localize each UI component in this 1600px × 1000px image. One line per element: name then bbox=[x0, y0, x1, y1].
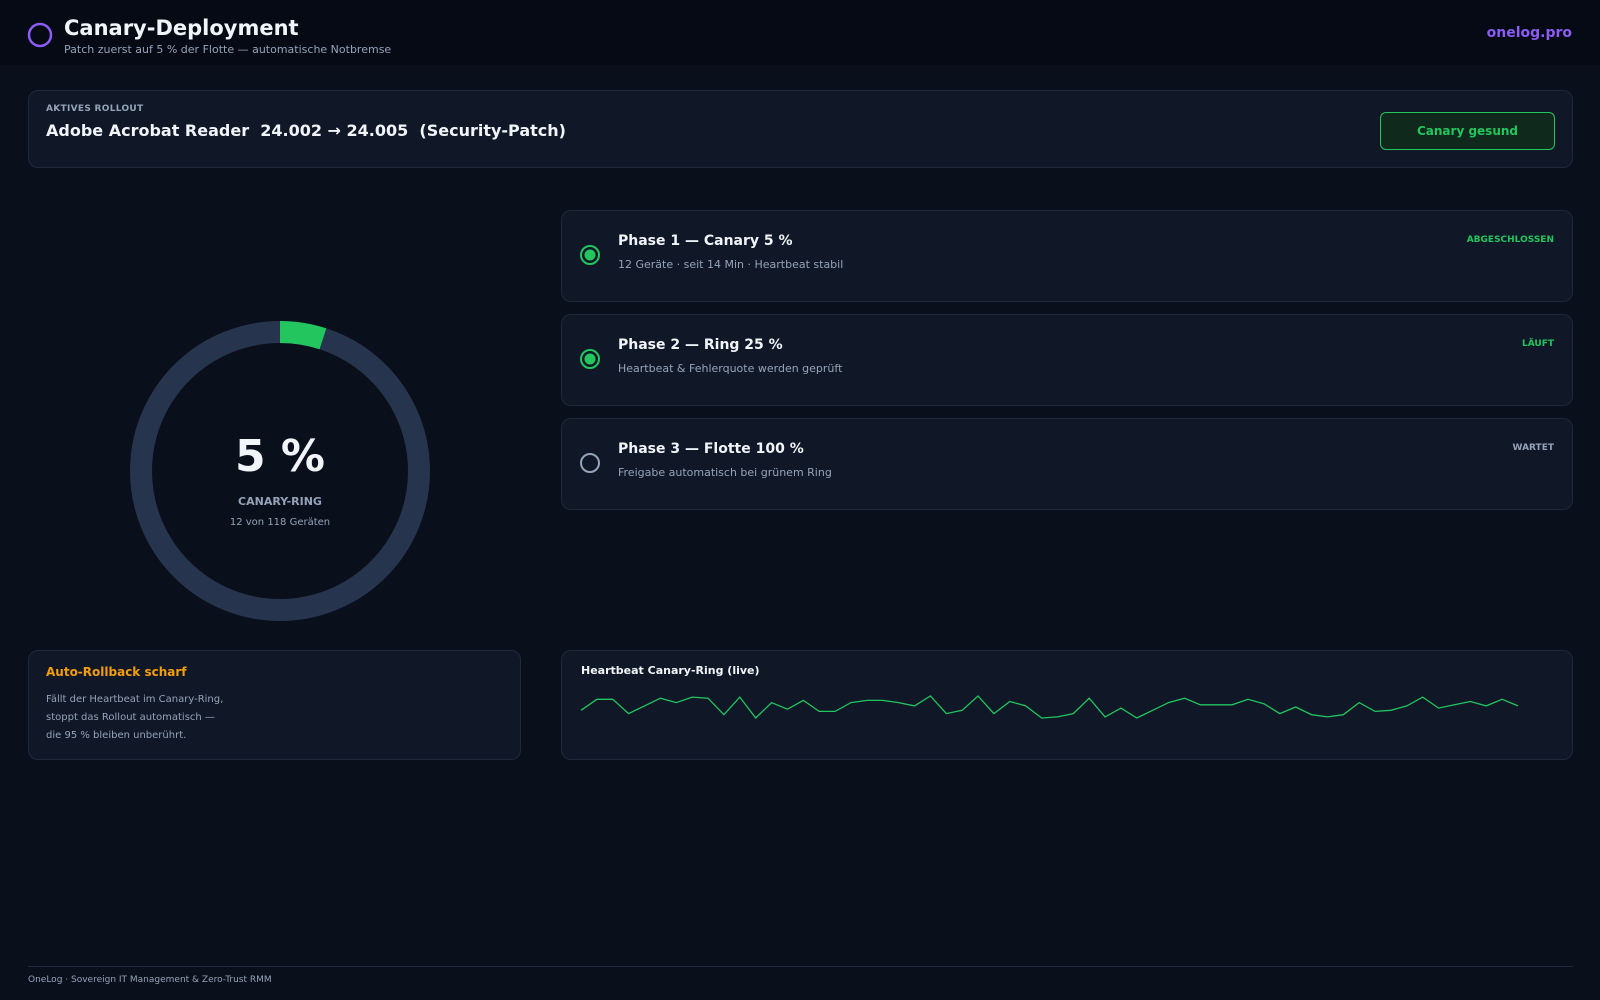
ring-arc bbox=[279, 321, 327, 350]
phase-detail: 12 Geräte · seit 14 Min · Heartbeat stab… bbox=[618, 258, 844, 271]
phase-detail: Heartbeat & Fehlerquote werden geprüft bbox=[618, 362, 843, 375]
page-title: Canary-Deployment bbox=[64, 16, 299, 40]
phase-title: Phase 1 — Canary 5 % bbox=[618, 233, 793, 249]
heartbeat-chart bbox=[580, 695, 1519, 719]
page-subtitle: Patch zuerst auf 5 % der Flotte — automa… bbox=[64, 43, 392, 56]
phase-status: WARTET bbox=[1512, 443, 1554, 453]
phase-status: LÄUFT bbox=[1521, 339, 1554, 349]
ring-chart: 5 % CANARY-RING 12 von 118 Geräten bbox=[130, 321, 430, 621]
rollback-line: stoppt das Rollout automatisch — bbox=[46, 712, 215, 723]
rollback-line: die 95 % bleiben unberührt. bbox=[46, 730, 187, 741]
footer: OneLog · Sovereign IT Management & Zero-… bbox=[28, 975, 272, 985]
rollout-card: AKTIVES ROLLOUT Adobe Acrobat Reader 24.… bbox=[28, 90, 1573, 168]
heartbeat-line bbox=[580, 695, 1519, 719]
phase-card: Phase 1 — Canary 5 % 12 Geräte · seit 14… bbox=[561, 210, 1573, 302]
rollback-card: Auto-Rollback scharf Fällt der Heartbeat… bbox=[28, 650, 521, 760]
rollback-text: Fällt der Heartbeat im Canary-Ring, stop… bbox=[46, 691, 223, 745]
phase-icon bbox=[580, 453, 600, 473]
ring-detail: 12 von 118 Geräten bbox=[230, 517, 330, 528]
status-button[interactable]: Canary gesund bbox=[1380, 112, 1555, 150]
rollback-line: Fällt der Heartbeat im Canary-Ring, bbox=[46, 694, 224, 705]
footer-divider bbox=[28, 966, 1573, 967]
rollout-title: Adobe Acrobat Reader 24.002 → 24.005 (Se… bbox=[46, 121, 566, 140]
logo bbox=[27, 22, 53, 48]
ring-value: 5 % bbox=[235, 431, 325, 482]
header: Canary-Deployment Patch zuerst auf 5 % d… bbox=[0, 0, 1600, 65]
phase-detail: Freigabe automatisch bei grünem Ring bbox=[618, 466, 832, 479]
phase-icon bbox=[580, 349, 600, 369]
heartbeat-card: Heartbeat Canary-Ring (live) bbox=[561, 650, 1573, 760]
phase-card: Phase 2 — Ring 25 % Heartbeat & Fehlerqu… bbox=[561, 314, 1573, 406]
phase-status: ABGESCHLOSSEN bbox=[1466, 235, 1554, 245]
heartbeat-title: Heartbeat Canary-Ring (live) bbox=[581, 664, 760, 677]
phase-card: Phase 3 — Flotte 100 % Freigabe automati… bbox=[561, 418, 1573, 510]
phase-title: Phase 3 — Flotte 100 % bbox=[618, 441, 804, 457]
brand-link[interactable]: onelog.pro bbox=[1486, 25, 1572, 41]
phase-icon bbox=[580, 245, 600, 265]
ring-label: CANARY-RING bbox=[238, 495, 322, 508]
rollout-label: AKTIVES ROLLOUT bbox=[46, 104, 144, 114]
rollback-title: Auto-Rollback scharf bbox=[46, 665, 187, 679]
phase-title: Phase 2 — Ring 25 % bbox=[618, 337, 783, 353]
